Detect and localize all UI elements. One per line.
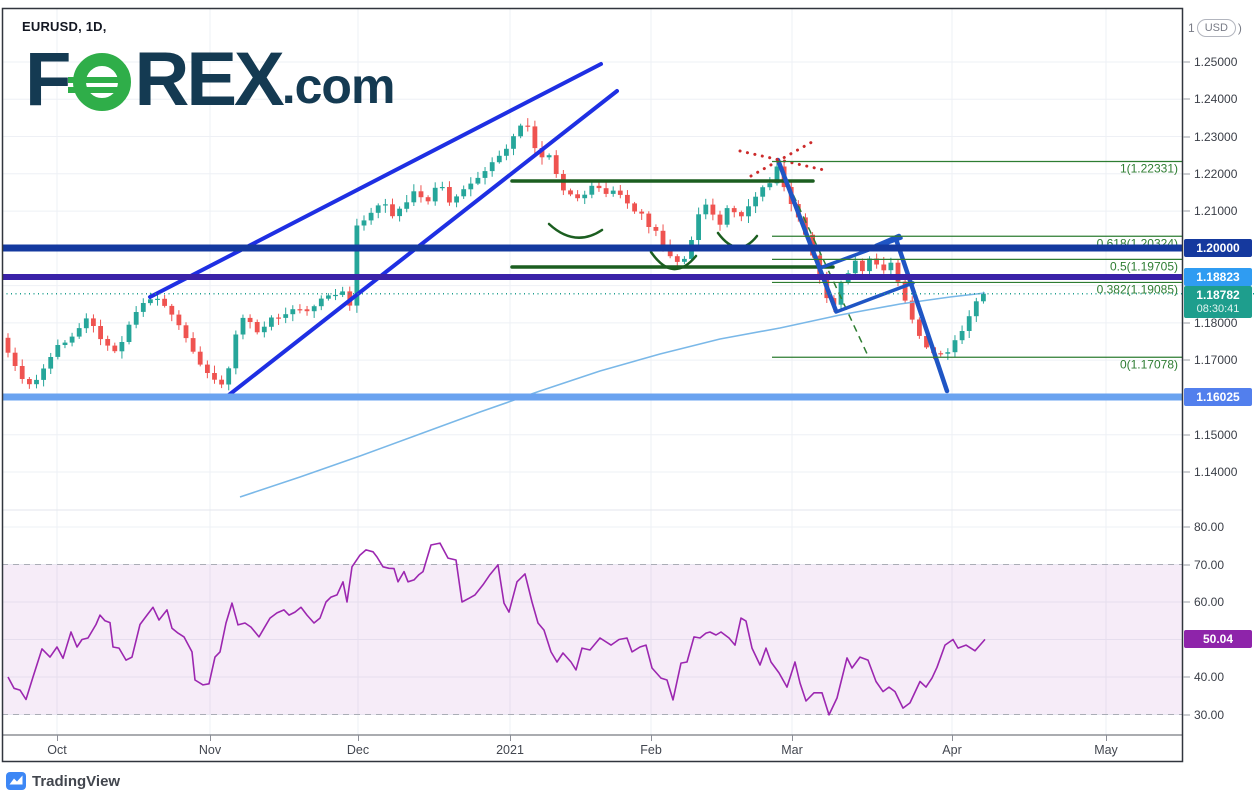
price-axis-label: 1.14000 — [1194, 464, 1238, 479]
price-axis-label: 1.17000 — [1194, 353, 1238, 368]
time-tick — [57, 735, 58, 741]
rsi-band — [2, 564, 1183, 715]
time-axis-label: Mar — [781, 743, 803, 757]
price-tick — [1183, 98, 1190, 100]
fib-label: 1(1.22331) — [1120, 162, 1178, 176]
time-tick — [510, 735, 511, 741]
tradingview-brand-text: TradingView — [32, 772, 121, 790]
time-axis-label: Nov — [198, 743, 222, 757]
price-tick — [1183, 210, 1190, 212]
rsi-axis-label: 60.00 — [1194, 595, 1225, 609]
time-axis-label: Feb — [640, 743, 662, 757]
rsi-tick — [1183, 526, 1190, 528]
price-axis-label: 1.22000 — [1194, 166, 1238, 181]
time-axis-label: 2021 — [496, 743, 524, 757]
rsi-tick — [1183, 564, 1190, 565]
price-badge: 1.18823 — [1184, 268, 1252, 286]
time-tick — [358, 735, 359, 741]
fib-label: 0.5(1.19705) — [1110, 259, 1178, 273]
symbol-title[interactable]: EURUSD, 1D, — [22, 19, 107, 34]
time-tick — [1106, 735, 1107, 741]
price-axis-label: 1.21000 — [1194, 204, 1238, 219]
fib-label: 0(1.17078) — [1120, 357, 1178, 371]
rsi-axis-label: 40.00 — [1194, 670, 1225, 684]
rsi-axis-label: 30.00 — [1194, 707, 1225, 722]
price-tick — [1183, 471, 1190, 473]
price-tick — [1183, 434, 1190, 436]
price-axis-label: 1.18000 — [1194, 315, 1238, 330]
time-axis-label: Dec — [346, 743, 370, 757]
time-tick — [651, 735, 652, 741]
rsi-tick — [1183, 601, 1190, 603]
price-badge-value: 1.16025 — [1196, 390, 1240, 404]
scale-note: 1 USD ) — [1188, 19, 1242, 37]
countdown-timer: 08:30:41 — [1196, 303, 1240, 315]
rsi-axis-label: 70.00 — [1194, 557, 1225, 572]
rsi-tick — [1183, 714, 1190, 715]
price-axis-label: 1.15000 — [1194, 427, 1238, 442]
price-badge: 1.16025 — [1184, 388, 1252, 406]
price-axis-label: 1.23000 — [1194, 129, 1238, 144]
rsi-line — [7, 542, 986, 716]
rsi-axis-label: 80.00 — [1194, 520, 1225, 534]
price-axis-label: 1.24000 — [1194, 92, 1238, 107]
price-badge: 1.18782 08:30:41 — [1184, 286, 1252, 318]
time-tick — [210, 735, 211, 741]
price-tick — [1183, 136, 1190, 138]
horizontal-price-lines[interactable] — [2, 244, 1255, 401]
price-tick — [1183, 359, 1190, 361]
fib-label: 0.382(1.19085) — [1097, 283, 1178, 297]
ma-line — [239, 292, 986, 498]
drawings[interactable] — [148, 62, 950, 400]
candles — [5, 118, 986, 391]
time-tick — [792, 735, 793, 741]
chart-frame — [1, 7, 1184, 763]
price-tick — [1183, 322, 1190, 324]
scale-note-suffix: ) — [1237, 21, 1242, 35]
tradingview-attribution[interactable]: TradingView — [6, 771, 120, 791]
time-tick — [952, 735, 953, 741]
price-badge-value: 1.18782 — [1196, 288, 1240, 302]
currency-unit-button[interactable]: USD — [1196, 19, 1236, 37]
time-axis-label: May — [1094, 743, 1118, 757]
price-axis-label: 1.25000 — [1194, 55, 1238, 69]
time-axis-label: Oct — [47, 743, 67, 757]
rsi-tick — [1183, 676, 1190, 678]
rsi-badge: 50.04 — [1184, 630, 1252, 649]
price-tick — [1183, 173, 1190, 175]
tradingview-logo-icon — [6, 772, 26, 790]
price-badge-value: 1.20000 — [1196, 241, 1240, 255]
price-tick — [1183, 61, 1190, 63]
time-axis-label: Apr — [942, 743, 962, 757]
price-badge-value: 1.18823 — [1196, 270, 1240, 284]
scale-note-prefix: 1 — [1188, 21, 1195, 35]
price-badge: 1.20000 — [1184, 239, 1252, 257]
